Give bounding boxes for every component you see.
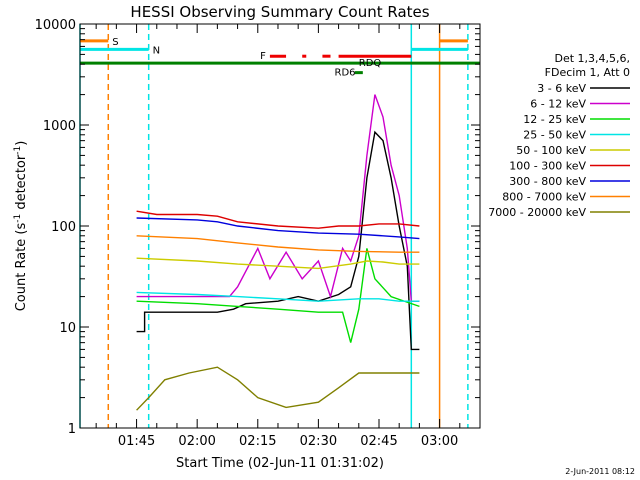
x-axis: 01:45 02:00 02:15 02:30 02:45 03:00	[95, 24, 481, 449]
legend-entry-label: 6 - 12 keV	[530, 98, 586, 111]
legend-entry-label: 300 - 800 keV	[509, 175, 586, 188]
x-tick-label: 02:00	[178, 434, 215, 449]
legend: Det 1,3,4,5,6, FDecim 1, Att 0 3 - 6 keV…	[488, 52, 630, 219]
x-tick-label: 02:15	[239, 434, 276, 449]
legend-header-line1: Det 1,3,4,5,6,	[554, 52, 630, 65]
series-line	[136, 291, 420, 302]
y-tick-label: 1000	[43, 119, 76, 134]
series-line	[136, 248, 420, 343]
y-tick-label: 10000	[35, 18, 76, 33]
x-tick-label: 02:30	[300, 434, 337, 449]
legend-entry-label: 800 - 7000 keV	[502, 191, 586, 204]
flag-label: F	[260, 51, 266, 62]
legend-entry-label: 50 - 100 keV	[516, 144, 586, 157]
legend-entry-label: 12 - 25 keV	[523, 113, 586, 126]
chart-title: HESSI Observing Summary Count Rates	[130, 3, 429, 21]
series-line	[136, 130, 420, 351]
x-tick-label: 02:45	[360, 434, 397, 449]
flag-label: RD6	[335, 68, 356, 79]
y-tick-label: 100	[51, 220, 76, 235]
series-line	[136, 94, 420, 302]
legend-entry-label: 25 - 50 keV	[523, 129, 586, 142]
legend-entry-label: 100 - 300 keV	[509, 160, 586, 173]
y-tick-label: 1	[68, 422, 76, 437]
footer-timestamp: 2-Jun-2011 08:12	[565, 467, 635, 476]
series-line	[136, 210, 420, 229]
y-tick-label: 10	[59, 321, 76, 336]
series-line	[136, 257, 420, 270]
series-line	[136, 217, 420, 240]
x-tick-label: 03:00	[421, 434, 458, 449]
x-axis-label: Start Time (02-Jun-11 01:31:02)	[176, 456, 384, 471]
series-line	[136, 235, 420, 253]
y-axis-label: Count Rate (s-1 detector-1)	[13, 141, 29, 312]
legend-entry-label: 7000 - 20000 keV	[488, 206, 586, 219]
y-axis: 1 10 100 1000 10000	[35, 18, 480, 437]
flag-label: N	[153, 45, 160, 56]
flag-label: RDQ	[359, 58, 382, 69]
series-line	[136, 366, 420, 411]
x-tick-label: 01:45	[118, 434, 155, 449]
legend-entry-label: 3 - 6 keV	[537, 82, 586, 95]
legend-header-line2: FDecim 1, Att 0	[545, 66, 630, 79]
flag-label: S	[112, 37, 118, 48]
